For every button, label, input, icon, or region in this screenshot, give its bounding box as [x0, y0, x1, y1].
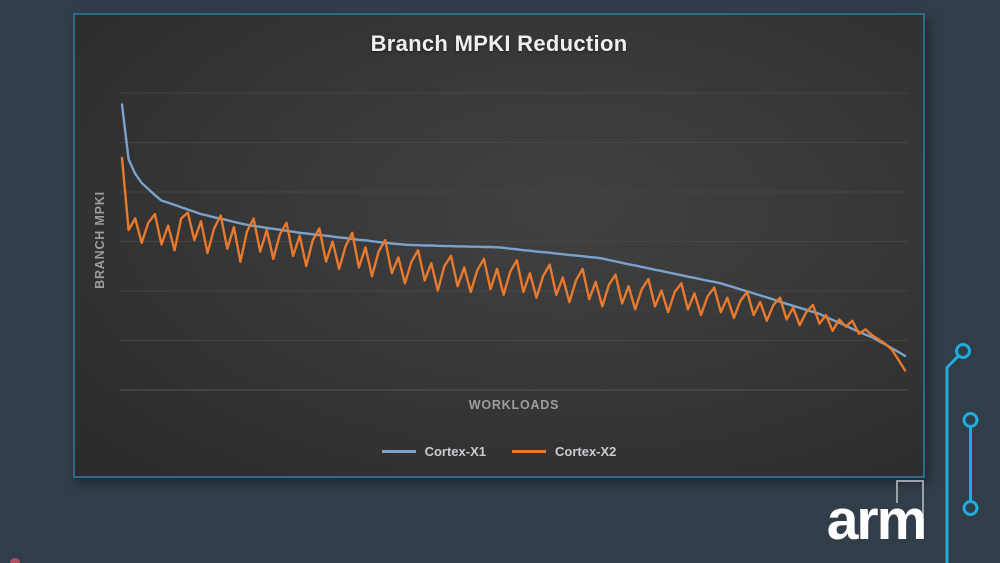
x-axis-label: WORKLOADS [468, 398, 560, 412]
legend-item-cortex-x2: Cortex-X2 [512, 444, 616, 459]
circuit-trace-long-icon [945, 343, 971, 563]
chart-title: Branch MPKI Reduction [370, 31, 628, 56]
legend-label-cortex-x1: Cortex-X1 [424, 444, 486, 459]
circuit-trace-short-icon [962, 412, 979, 516]
legend-item-cortex-x1: Cortex-X1 [381, 444, 486, 459]
legend-label-cortex-x2: Cortex-X2 [555, 444, 617, 459]
y-axis-label: BRANCH MPKI [93, 191, 107, 289]
chart-canvas [120, 92, 908, 391]
chart-legend: Cortex-X1 Cortex-X2 [75, 444, 923, 459]
legend-swatch [512, 450, 546, 453]
series-line-cortex-x1 [120, 103, 907, 358]
legend-swatch [381, 450, 416, 453]
series-line-cortex-x2 [120, 156, 907, 372]
red-dot-indicator [10, 558, 20, 563]
chart-frame: Branch MPKI Reduction BRANCH MPKI WORKLO… [73, 13, 925, 478]
arm-logo: arm [826, 488, 928, 552]
